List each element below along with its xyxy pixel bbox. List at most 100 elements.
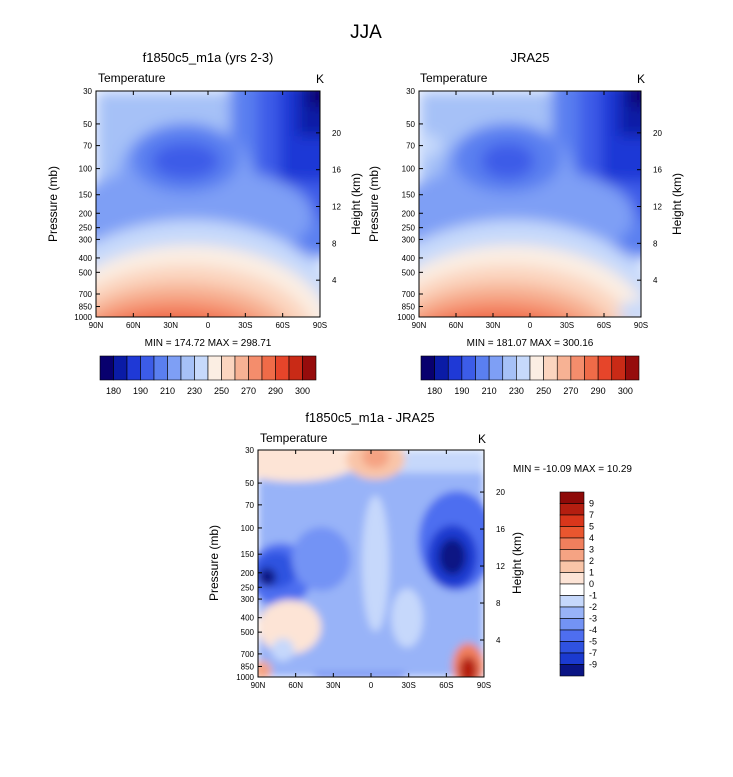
- colorbar-swatch: [434, 355, 449, 381]
- colorbar-swatch: [516, 355, 531, 381]
- y-tick-label: 200: [79, 209, 93, 218]
- colorbar-swatch: [248, 355, 263, 381]
- colorbar-swatch: [625, 355, 640, 381]
- y-tick-label-right: 20: [653, 129, 662, 138]
- y-axis-label: Pressure (mb): [46, 166, 60, 242]
- colorbar-swatch: [113, 355, 128, 381]
- y-tick-label: 30: [83, 87, 92, 96]
- x-tick-label: 0: [528, 321, 533, 330]
- x-tick-label: 60S: [597, 321, 611, 330]
- y-tick-label: 250: [241, 583, 255, 592]
- y-tick-label: 400: [241, 614, 255, 623]
- min-max-label: MIN = -10.09 MAX = 10.29: [513, 464, 632, 475]
- x-tick-label: 90S: [313, 321, 327, 330]
- colorbar-label: 290: [268, 386, 283, 396]
- y-tick-label: 150: [402, 191, 416, 200]
- x-tick-label: 30N: [163, 321, 178, 330]
- y-tick-label: 300: [241, 595, 255, 604]
- x-tick-label: 60N: [126, 321, 141, 330]
- field-label: Temperature: [420, 71, 488, 85]
- x-tick-label: 90S: [477, 681, 491, 690]
- colorbar-swatch: [288, 355, 303, 381]
- y-tick-label: 250: [402, 224, 416, 233]
- y-tick-label: 200: [241, 569, 255, 578]
- colorbar-label: 1: [589, 568, 594, 578]
- y-tick-label-right: 20: [332, 129, 341, 138]
- colorbar-label: -4: [589, 625, 597, 635]
- min-max-label: MIN = 181.07 MAX = 300.16: [467, 338, 594, 349]
- y-tick-label: 50: [83, 120, 92, 129]
- panel-reanalysis: JRA25 Temperature K 90N 60N 30N 0 30S 60S 90S 3…: [367, 50, 684, 396]
- colorbar-swatch: [529, 355, 544, 381]
- y-tick-label-right: 12: [332, 203, 341, 212]
- colorbar-label: 180: [106, 386, 121, 396]
- colorbar-swatch: [180, 355, 195, 381]
- colorbar-swatch: [447, 355, 463, 381]
- y-tick-label-right: 8: [332, 239, 337, 248]
- y-tick-label: 200: [402, 209, 416, 218]
- y-tick-label: 400: [402, 254, 416, 263]
- y-tick-label: 1000: [236, 673, 254, 682]
- x-tick-label: 30S: [560, 321, 574, 330]
- colorbar-swatch: [167, 355, 182, 381]
- colorbar-label: 190: [454, 386, 469, 396]
- colorbar: 97 54 32 10 -1-2 -3-4 -5-7 -9: [559, 491, 597, 677]
- y-tick-label: 500: [402, 268, 416, 277]
- x-tick-label: 0: [206, 321, 211, 330]
- colorbar-swatch: [194, 355, 209, 381]
- field-label: Temperature: [98, 71, 166, 85]
- colorbar-label: -1: [589, 591, 597, 601]
- colorbar-label: 190: [133, 386, 148, 396]
- x-tick-label: 30N: [326, 681, 341, 690]
- colorbar-label: 7: [589, 510, 594, 520]
- x-tick-label: 30S: [238, 321, 252, 330]
- x-tick-label: 90S: [634, 321, 648, 330]
- y-tick-label: 150: [79, 191, 93, 200]
- x-tick-label: 60S: [276, 321, 290, 330]
- colorbar-label: 3: [589, 545, 594, 555]
- colorbar-swatch: [543, 355, 558, 381]
- y-tick-label: 150: [241, 550, 255, 559]
- y-tick-label: 50: [406, 120, 415, 129]
- colorbar-swatch: [559, 595, 585, 608]
- colorbar-label: 210: [160, 386, 175, 396]
- colorbar-label: 2: [589, 556, 594, 566]
- y-axis-label: Pressure (mb): [207, 525, 221, 601]
- panel-difference: f1850c5_m1a - JRA25 Temperature K 90N 60N…: [207, 410, 632, 690]
- y-tick-label: 850: [402, 303, 416, 312]
- colorbar-label: 5: [589, 522, 594, 532]
- colorbar-swatch: [302, 355, 317, 381]
- colorbar-swatch: [559, 652, 585, 665]
- y-tick-label: 100: [79, 165, 93, 174]
- y-tick-label: 30: [245, 446, 254, 455]
- colorbar-swatch: [559, 491, 585, 504]
- colorbar-label: 210: [482, 386, 497, 396]
- colorbar-label: 180: [427, 386, 442, 396]
- x-tick-label: 30N: [486, 321, 501, 330]
- colorbar-swatch: [611, 355, 626, 381]
- x-tick-label: 60N: [449, 321, 464, 330]
- contour-field: [419, 91, 641, 317]
- y-tick-label: 70: [83, 142, 92, 151]
- y-axis-label: Pressure (mb): [367, 166, 381, 242]
- min-max-label: MIN = 174.72 MAX = 298.71: [145, 338, 272, 349]
- colorbar-swatch: [559, 618, 585, 631]
- colorbar-label: 290: [591, 386, 606, 396]
- y-tick-label-right: 12: [496, 562, 505, 571]
- y-axis-label-right: Height (km): [349, 173, 363, 235]
- x-tick-label: 90N: [251, 681, 266, 690]
- y-tick-label: 400: [79, 254, 93, 263]
- field-label: Temperature: [260, 431, 328, 445]
- x-tick-label: 30S: [402, 681, 416, 690]
- colorbar-swatch: [559, 641, 585, 654]
- colorbar-label: 300: [295, 386, 310, 396]
- y-tick-label-right: 8: [653, 239, 658, 248]
- colorbar-label: 250: [214, 386, 229, 396]
- colorbar-label: 9: [589, 499, 594, 509]
- colorbar: 180 190 210 230 250 270 290 300: [99, 355, 317, 396]
- panel-title: f1850c5_m1a (yrs 2-3): [143, 50, 274, 65]
- panel-title: JRA25: [510, 50, 549, 65]
- x-tick-label: 60N: [288, 681, 303, 690]
- colorbar-label: 300: [618, 386, 633, 396]
- x-tick-label: 90N: [412, 321, 427, 330]
